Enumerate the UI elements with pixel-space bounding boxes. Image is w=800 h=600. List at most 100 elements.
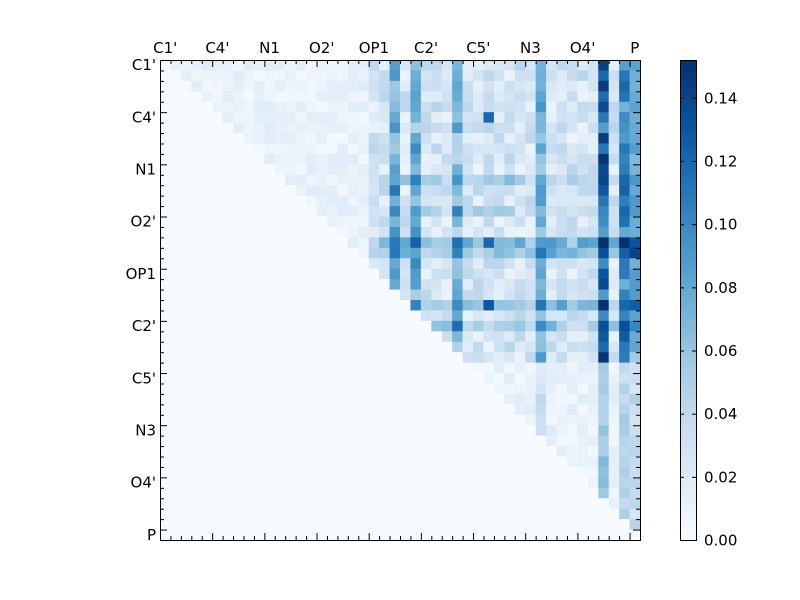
heatmap-cell	[473, 70, 484, 82]
heatmap-cell	[274, 226, 286, 238]
heatmap-cell	[222, 268, 234, 280]
heatmap-cell	[233, 425, 244, 437]
heatmap-cell	[264, 247, 276, 259]
heatmap-cell	[629, 112, 641, 123]
heatmap-cell	[326, 414, 338, 426]
heatmap-cell	[160, 101, 171, 113]
heatmap-cell	[400, 414, 411, 426]
heatmap-cell	[368, 185, 380, 197]
heatmap-cell	[608, 352, 620, 363]
heatmap-cell	[410, 331, 422, 343]
heatmap-cell	[170, 331, 182, 343]
heatmap-cell	[274, 101, 286, 113]
heatmap-cell	[556, 122, 568, 134]
heatmap-cell	[608, 456, 620, 468]
heatmap-cell	[306, 185, 317, 197]
heatmap-cell	[389, 247, 401, 259]
heatmap-cell	[556, 226, 568, 238]
heatmap-cell	[598, 153, 610, 165]
heatmap-cell	[337, 373, 349, 384]
heatmap-cell	[473, 404, 484, 416]
axis-ticks	[160, 60, 641, 541]
heatmap-cell	[326, 331, 338, 343]
heatmap-cell	[577, 80, 589, 92]
heatmap-cell	[191, 153, 203, 165]
heatmap-cell	[473, 466, 484, 478]
heatmap-cell	[400, 206, 411, 217]
heatmap-cell	[493, 352, 505, 363]
heatmap-cell	[306, 279, 317, 290]
heatmap-cell	[295, 237, 307, 249]
heatmap-cell	[473, 174, 484, 186]
heatmap-cell	[462, 237, 474, 249]
heatmap-cell	[514, 195, 526, 207]
heatmap-cell	[316, 414, 328, 426]
heatmap-cell	[420, 435, 432, 447]
heatmap-cell	[253, 456, 265, 468]
heatmap-cell	[420, 466, 432, 478]
heatmap-cell	[243, 185, 255, 197]
heatmap-cell	[493, 268, 505, 280]
heatmap-cell	[566, 153, 578, 165]
heatmap-cell	[243, 414, 255, 426]
heatmap-cell	[306, 226, 317, 238]
heatmap-cell	[337, 352, 349, 363]
heatmap-cell	[253, 216, 265, 228]
heatmap-cell	[556, 164, 568, 176]
heatmap-cell	[504, 206, 516, 217]
heatmap-cell	[400, 446, 411, 457]
heatmap-cell	[233, 487, 244, 499]
heatmap-cell	[546, 237, 557, 249]
heatmap-cell	[452, 174, 463, 186]
heatmap-cell	[306, 133, 317, 144]
heatmap-cell	[180, 91, 192, 103]
heatmap-cell	[546, 466, 557, 478]
heatmap-cell	[180, 206, 192, 217]
heatmap-cell	[410, 237, 422, 249]
colorbar-tick-label: 0.06	[704, 342, 737, 360]
heatmap-cell	[379, 456, 390, 468]
heatmap-cell	[566, 498, 578, 510]
heatmap-cell	[546, 487, 557, 499]
heatmap-cell	[170, 393, 182, 405]
heatmap-cell	[274, 60, 286, 71]
heatmap-cell	[253, 477, 265, 489]
heatmap-cell	[431, 519, 443, 530]
heatmap-cell	[243, 101, 255, 113]
heatmap-cell	[619, 80, 630, 92]
heatmap-cell	[546, 320, 557, 332]
heatmap-cell	[598, 258, 610, 270]
heatmap-cell	[347, 446, 359, 457]
heatmap-cell	[358, 101, 370, 113]
heatmap-cell	[316, 498, 328, 510]
heatmap-cell	[514, 237, 526, 249]
heatmap-cell	[546, 289, 557, 301]
heatmap-cell	[629, 404, 641, 416]
heatmap-cell	[326, 519, 338, 530]
heatmap-cell	[462, 435, 474, 447]
heatmap-cell	[326, 195, 338, 207]
heatmap-cell	[420, 80, 432, 92]
heatmap-cell	[264, 466, 276, 478]
heatmap-cell	[473, 153, 484, 165]
heatmap-cell	[556, 195, 568, 207]
heatmap-cell	[629, 206, 641, 217]
heatmap-cell	[577, 133, 589, 144]
heatmap-cell	[535, 289, 547, 301]
heatmap-cell	[420, 258, 432, 270]
heatmap-cell	[389, 164, 401, 176]
heatmap-cell	[285, 80, 297, 92]
heatmap-cell	[577, 91, 589, 103]
heatmap-cell	[577, 70, 589, 82]
heatmap-cell	[180, 247, 192, 259]
heatmap-cell	[566, 300, 578, 311]
heatmap-cell	[410, 446, 422, 457]
heatmap-cell	[201, 143, 213, 155]
heatmap-cell	[514, 519, 526, 530]
heatmap-cell	[566, 320, 578, 332]
heatmap-cell	[389, 456, 401, 468]
heatmap-cell	[358, 519, 370, 530]
heatmap-cell	[274, 529, 286, 541]
heatmap-cell	[629, 529, 641, 541]
heatmap-cell	[504, 80, 516, 92]
